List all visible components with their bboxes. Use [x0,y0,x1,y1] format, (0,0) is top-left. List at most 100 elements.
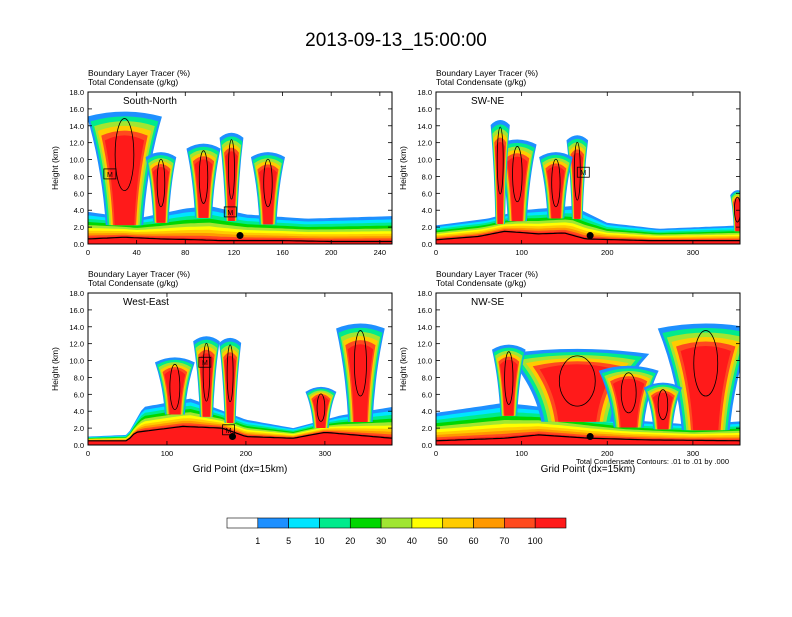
terrain-line [88,425,392,442]
tracer-field: MM [88,323,392,445]
axes-frame [435,292,741,446]
panel-1: MM0.02.04.06.08.010.012.014.016.018.00 40… [50,68,393,257]
y-tick-label: 6.0 [422,189,432,198]
y-tick-label: 16.0 [417,306,432,315]
panel-title-line-2: Total Condensate (g/kg) [436,278,526,288]
y-tick-label: 4.0 [74,407,84,416]
plume-4-ring-5 [733,198,740,232]
colorbar-swatch-9 [504,517,536,529]
y-tick-label: 2.0 [74,424,84,433]
axes-frame [435,91,741,245]
colorbar-swatch-6 [411,517,444,529]
colorbar-swatch-3 [319,517,351,529]
colorbar-tick-label: 60 [469,536,479,546]
marker-box-label-0: M [580,170,586,177]
panel-label: South-North [123,96,177,107]
colorbar: 1 5 10 20 30 40 50 60 70 100 [226,517,567,546]
y-tick-label: 0.0 [422,240,432,249]
condensate-contour-4 [734,196,740,223]
y-tick-label: 14.0 [69,122,84,131]
condensate-contour-1 [512,146,523,203]
condensate-contour-3 [114,118,135,192]
condensate-contour-0 [228,139,235,200]
colorbar-tick-label: 10 [314,536,324,546]
colorbar-tick-label: 5 [286,536,291,546]
y-tick-label: 18.0 [417,88,432,97]
condensate-contour-3 [504,351,514,405]
plume-0-ring-5 [539,364,615,422]
colorbar-swatch-0 [226,517,259,529]
y-tick-label: 6.0 [422,390,432,399]
location-dot [586,232,594,240]
tracer-field: M [436,120,740,244]
x-tick-label: 200 [601,449,614,458]
x-tick-label: 40 [132,248,140,257]
x-tick-label: 120 [228,248,241,257]
y-tick-label: 12.0 [69,139,84,148]
tracer-field: MM [88,111,392,244]
terrain-line [436,230,740,242]
colorbar-swatch-10 [534,517,567,529]
y-tick-label: 18.0 [69,289,84,298]
marker-box-label-0: M [107,172,113,179]
condensate-contour-4 [657,389,669,421]
colorbar-swatch-1 [257,517,289,529]
condensate-contour-2 [263,158,273,208]
y-tick-label: 16.0 [69,105,84,114]
location-dot [586,433,594,441]
y-tick-label: 12.0 [417,139,432,148]
y-tick-label: 6.0 [74,189,84,198]
y-tick-label: 8.0 [74,172,84,181]
condensate-contour-1 [198,150,209,204]
y-axis-label: Height (km) [398,347,408,391]
x-tick-label: 200 [601,248,614,257]
panel-title-line-2: Total Condensate (g/kg) [88,77,178,87]
main-title: 2013-09-13_15:00:00 [305,30,487,51]
x-tick-label: 0 [434,248,438,257]
panel-title-line-2: Total Condensate (g/kg) [88,278,178,288]
y-tick-label: 8.0 [422,172,432,181]
condensate-contour-1 [693,330,719,397]
plume-1-ring-5 [680,345,731,431]
y-tick-label: 8.0 [74,373,84,382]
x-tick-label: 160 [276,248,289,257]
y-axis-label: Height (km) [50,347,60,391]
y-tick-label: 0.0 [422,441,432,450]
y-tick-label: 2.0 [422,424,432,433]
condensate-contour-2 [551,158,561,208]
contour-footnote: Total Condensate Contours: .01 to .01 by… [576,457,730,466]
condensate-contour-0 [573,141,581,201]
colorbar-tick-label: 40 [407,536,417,546]
panel-3: MM0.02.04.06.08.010.012.014.016.018.00 10… [50,269,393,475]
y-tick-label: 10.0 [417,357,432,366]
terrain-line [88,236,392,243]
colorbar-tick-label: 30 [376,536,386,546]
marker-box-label-1: M [226,428,232,435]
condensate-contour-2 [169,363,181,410]
y-tick-label: 10.0 [69,156,84,165]
condensate-contour-4 [156,158,166,208]
y-tick-label: 14.0 [69,323,84,332]
y-tick-label: 10.0 [417,156,432,165]
colorbar-swatch-7 [442,517,474,529]
panel-2: M 0.0 2.0 4.0 6.0 8.0 10.0 12.0 14.0 16.0 18.0 0 100… [398,68,741,257]
panel-title-line-1: Boundary Layer Tracer (%) [88,269,190,279]
y-tick-label: 10.0 [69,357,84,366]
marker-box-0 [198,356,212,368]
y-tick-label: 2.0 [422,223,432,232]
tracer-field [436,323,740,445]
x-tick-label: 0 [86,248,90,257]
colorbar-tick-label: 70 [499,536,509,546]
x-tick-label: 300 [319,449,332,458]
x-tick-label: 100 [515,449,528,458]
colorbar-swatch-5 [380,517,413,529]
tracer-band-10 [88,425,392,445]
x-tick-label: 80 [181,248,189,257]
x-tick-label: 240 [374,248,387,257]
axes-frame [87,91,393,245]
condensate-contour-4 [316,393,326,422]
x-axis-label: Grid Point (dx=15km) [541,464,636,475]
panel-label: West-East [123,297,169,308]
y-axis-label: Height (km) [50,146,60,190]
